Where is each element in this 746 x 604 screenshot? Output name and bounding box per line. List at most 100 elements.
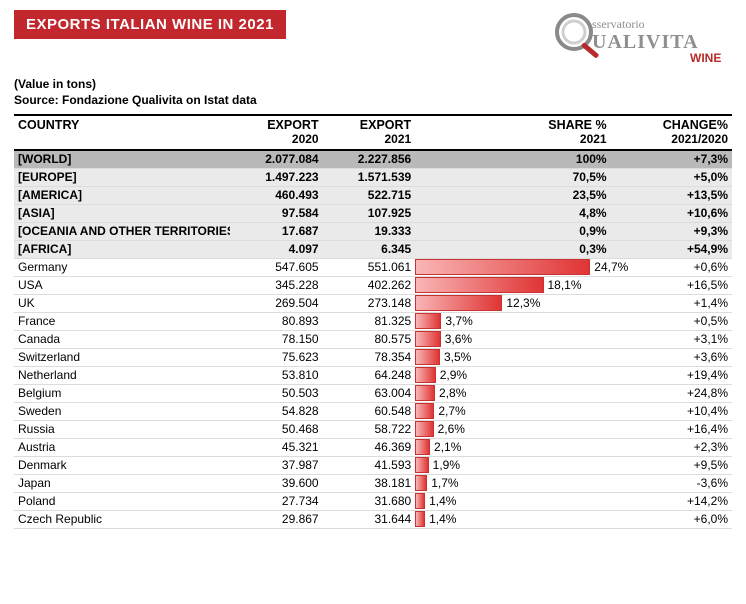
cell-export-2020: 345.228 (230, 276, 323, 294)
cell-export-2021: 78.354 (323, 348, 416, 366)
cell-country: France (14, 312, 230, 330)
share-text: 2,8% (439, 385, 466, 401)
share-text: 24,7% (594, 259, 628, 275)
table-row: France80.89381.3253,7%+0,5% (14, 312, 732, 330)
cell-share: 3,6% (415, 330, 610, 348)
table-row: Canada78.15080.5753,6%+3,1% (14, 330, 732, 348)
cell-share: 4,8% (415, 204, 610, 222)
cell-country: [OCEANIA AND OTHER TERRITORIES] (14, 222, 230, 240)
col-change: CHANGE%2021/2020 (611, 115, 732, 149)
share-bar (415, 295, 502, 311)
cell-change: +14,2% (611, 492, 732, 510)
share-text: 3,5% (444, 349, 471, 365)
cell-export-2020: 460.493 (230, 186, 323, 204)
cell-export-2020: 2.077.084 (230, 150, 323, 169)
cell-export-2021: 81.325 (323, 312, 416, 330)
share-bar (415, 349, 440, 365)
cell-export-2020: 45.321 (230, 438, 323, 456)
cell-export-2020: 547.605 (230, 258, 323, 276)
cell-export-2021: 522.715 (323, 186, 416, 204)
table-row: Belgium50.50363.0042,8%+24,8% (14, 384, 732, 402)
cell-change: +10,4% (611, 402, 732, 420)
cell-export-2021: 60.548 (323, 402, 416, 420)
share-text: 4,8% (415, 205, 606, 221)
cell-share: 1,9% (415, 456, 610, 474)
cell-share: 3,5% (415, 348, 610, 366)
cell-change: +6,0% (611, 510, 732, 528)
share-bar (415, 511, 425, 527)
cell-export-2020: 17.687 (230, 222, 323, 240)
cell-country: Russia (14, 420, 230, 438)
cell-country: UK (14, 294, 230, 312)
table-row: Russia50.46858.7222,6%+16,4% (14, 420, 732, 438)
share-bar (415, 421, 433, 437)
cell-country: [AFRICA] (14, 240, 230, 258)
share-bar (415, 439, 430, 455)
cell-export-2021: 41.593 (323, 456, 416, 474)
table-row: Netherland53.81064.2482,9%+19,4% (14, 366, 732, 384)
cell-export-2021: 31.680 (323, 492, 416, 510)
share-text: 1,9% (433, 457, 460, 473)
cell-export-2020: 54.828 (230, 402, 323, 420)
cell-export-2020: 53.810 (230, 366, 323, 384)
cell-share: 1,7% (415, 474, 610, 492)
share-bar (415, 313, 441, 329)
cell-change: -3,6% (611, 474, 732, 492)
share-bar (415, 259, 590, 275)
cell-change: +16,5% (611, 276, 732, 294)
cell-change: +0,6% (611, 258, 732, 276)
cell-export-2021: 1.571.539 (323, 168, 416, 186)
cell-change: +5,0% (611, 168, 732, 186)
table-row: Japan39.60038.1811,7%-3,6% (14, 474, 732, 492)
table-row: USA345.228402.26218,1%+16,5% (14, 276, 732, 294)
cell-change: +19,4% (611, 366, 732, 384)
share-text: 70,5% (415, 169, 606, 185)
cell-country: Switzerland (14, 348, 230, 366)
value-note: (Value in tons) (14, 76, 732, 92)
col-country: COUNTRY (14, 115, 230, 149)
cell-export-2020: 80.893 (230, 312, 323, 330)
table-row: [OCEANIA AND OTHER TERRITORIES]17.68719.… (14, 222, 732, 240)
share-text: 2,9% (440, 367, 467, 383)
cell-change: +3,1% (611, 330, 732, 348)
share-text: 1,7% (431, 475, 458, 491)
cell-export-2020: 50.468 (230, 420, 323, 438)
logo-main-text: UALIVITA (592, 31, 699, 53)
cell-export-2021: 107.925 (323, 204, 416, 222)
cell-export-2021: 64.248 (323, 366, 416, 384)
share-text: 1,4% (429, 511, 456, 527)
cell-export-2020: 29.867 (230, 510, 323, 528)
logo-wine-text: WINE (690, 51, 721, 65)
cell-country: [EUROPE] (14, 168, 230, 186)
table-row: Switzerland75.62378.3543,5%+3,6% (14, 348, 732, 366)
cell-change: +54,9% (611, 240, 732, 258)
table-row: Austria45.32146.3692,1%+2,3% (14, 438, 732, 456)
share-bar (415, 493, 425, 509)
cell-change: +1,4% (611, 294, 732, 312)
cell-export-2021: 6.345 (323, 240, 416, 258)
cell-share: 2,1% (415, 438, 610, 456)
cell-export-2021: 80.575 (323, 330, 416, 348)
cell-export-2021: 273.148 (323, 294, 416, 312)
cell-share: 2,7% (415, 402, 610, 420)
col-share: SHARE %2021 (415, 115, 610, 149)
cell-export-2021: 31.644 (323, 510, 416, 528)
share-text: 100% (415, 151, 606, 167)
cell-change: +24,8% (611, 384, 732, 402)
cell-country: Poland (14, 492, 230, 510)
cell-export-2021: 19.333 (323, 222, 416, 240)
cell-country: Czech Republic (14, 510, 230, 528)
cell-export-2020: 269.504 (230, 294, 323, 312)
cell-change: +16,4% (611, 420, 732, 438)
share-text: 12,3% (506, 295, 540, 311)
cell-share: 100% (415, 150, 610, 169)
cell-export-2021: 46.369 (323, 438, 416, 456)
cell-share: 2,6% (415, 420, 610, 438)
cell-share: 70,5% (415, 168, 610, 186)
cell-share: 23,5% (415, 186, 610, 204)
cell-country: Canada (14, 330, 230, 348)
cell-country: [WORLD] (14, 150, 230, 169)
cell-country: Austria (14, 438, 230, 456)
share-text: 2,6% (438, 421, 465, 437)
cell-share: 12,3% (415, 294, 610, 312)
